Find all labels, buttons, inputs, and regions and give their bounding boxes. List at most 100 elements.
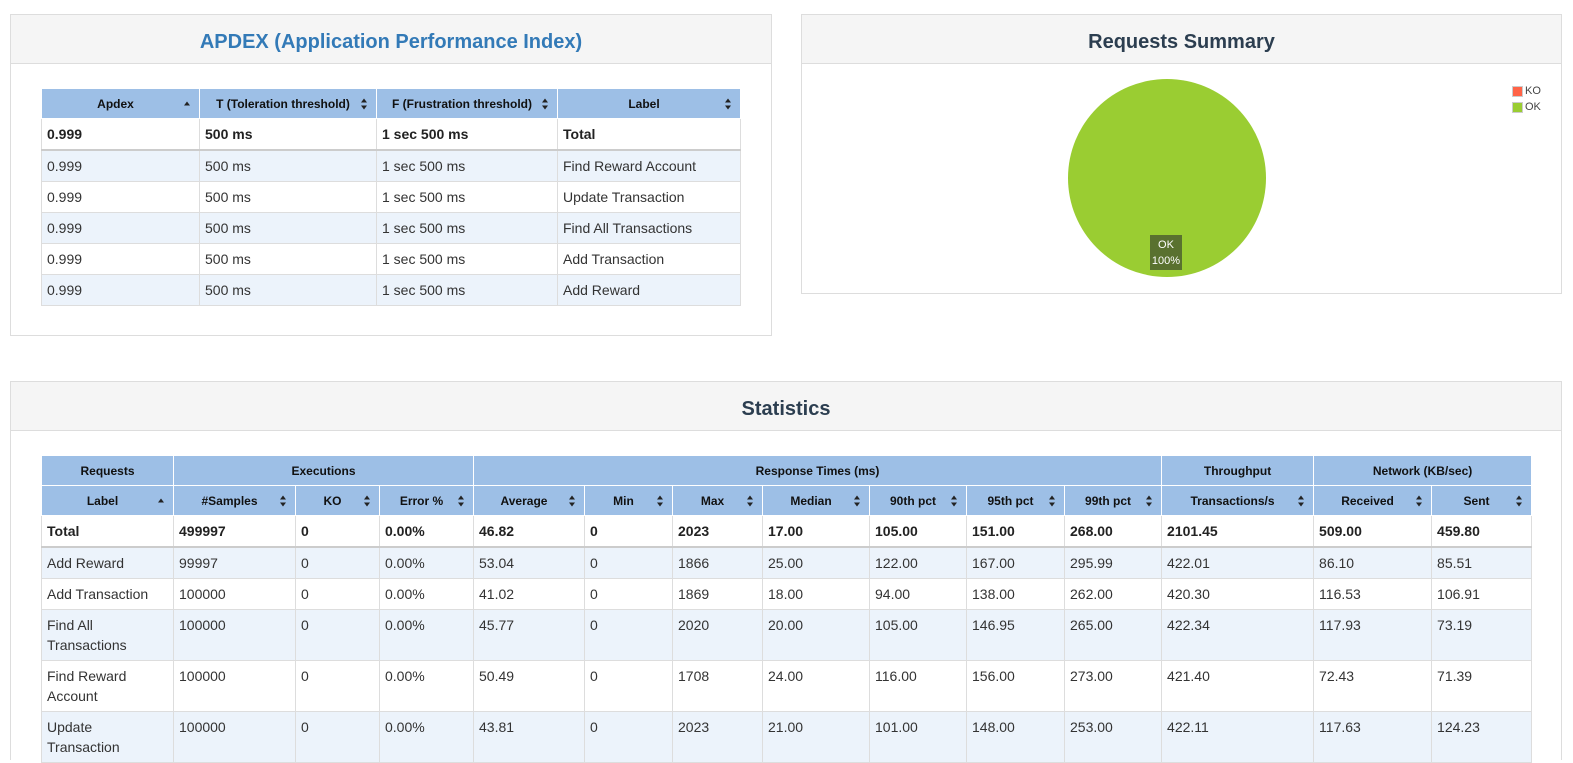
stats-col-header[interactable]: Label [41, 485, 174, 516]
stats-col-header[interactable]: Sent [1431, 485, 1533, 516]
table-cell: 2020 [672, 609, 763, 661]
stats-col-header[interactable]: Max [672, 485, 763, 516]
sort-icon [364, 495, 371, 506]
table-cell: 18.00 [762, 578, 870, 610]
stats-col-header[interactable]: Transactions/s [1161, 485, 1315, 516]
table-cell: 86.10 [1313, 546, 1433, 579]
table-cell: 0.00% [379, 546, 474, 579]
table-row: Find Reward Account 100000 0 0.00% 50.49 0 170… [41, 660, 1533, 712]
legend-item-ok[interactable]: OK [1512, 99, 1541, 115]
table-cell: 500 ms [199, 274, 377, 306]
stats-col-header-label: Min [613, 493, 634, 508]
table-cell: Add Reward [41, 546, 174, 579]
stats-col-header[interactable]: Min [584, 485, 673, 516]
stats-col-header[interactable]: Median [762, 485, 870, 516]
table-cell: 0.999 [41, 274, 200, 306]
stats-col-header-label: Transactions/s [1190, 493, 1275, 508]
table-cell: 117.93 [1313, 609, 1433, 661]
table-cell: 17.00 [762, 515, 870, 548]
table-row: 0.999 500 ms 1 sec 500 ms Find All Transact… [41, 212, 741, 244]
table-cell: 1 sec 500 ms [376, 118, 558, 151]
table-row: 0.999 500 ms 1 sec 500 ms Update Transactio… [41, 181, 741, 213]
stats-col-header[interactable]: KO [295, 485, 380, 516]
legend-item-ko[interactable]: KO [1512, 83, 1541, 99]
table-cell: 0 [295, 578, 380, 610]
stats-col-header[interactable]: Error % [379, 485, 474, 516]
table-cell: 100000 [173, 711, 296, 763]
table-cell: 116.00 [869, 660, 967, 712]
table-cell: 0 [584, 515, 673, 548]
sort-icon [361, 98, 368, 109]
table-cell: 43.81 [473, 711, 585, 763]
statistics-heading: Statistics [11, 382, 1561, 431]
table-cell: 50.49 [473, 660, 585, 712]
table-cell: 1866 [672, 546, 763, 579]
stats-col-header-label: Label [86, 493, 119, 508]
table-cell: 253.00 [1063, 711, 1163, 763]
apdex-col-label[interactable]: Label [557, 88, 741, 119]
table-cell: 0 [295, 546, 380, 579]
stats-col-header[interactable]: Received [1313, 485, 1433, 516]
apdex-col-apdex[interactable]: Apdex [41, 88, 200, 119]
requests-summary-heading: Requests Summary [802, 15, 1561, 64]
group-response-times: Response Times (ms) [472, 455, 1163, 486]
table-row: Update Transaction 100000 0 0.00% 43.81 0 2023… [41, 711, 1533, 763]
table-cell: 25.00 [762, 546, 870, 579]
table-cell: 148.00 [966, 711, 1065, 763]
table-row: Find All Transactions 100000 0 0.00% 45.77 0 2… [41, 609, 1533, 661]
table-cell: 0 [295, 515, 380, 548]
table-cell: 1 sec 500 ms [376, 149, 558, 182]
stats-col-header[interactable]: #Samples [173, 485, 296, 516]
pie-slice-ok[interactable] [1068, 79, 1266, 277]
legend-swatch-ko [1512, 85, 1523, 97]
statistics-header-row: Label #Samples KO Error % Average Min Max Media… [41, 485, 1533, 516]
table-cell: 268.00 [1063, 515, 1163, 548]
statistics-table-body: Total 499997 0 0.00% 46.82 0 2023 17.00 105.00 15… [41, 515, 1533, 763]
table-row: 0.999 500 ms 1 sec 500 ms Add Transaction [41, 243, 741, 275]
table-cell: 72.43 [1313, 660, 1433, 712]
sort-icon [951, 495, 958, 506]
table-cell: 0.999 [41, 118, 200, 151]
table-cell: Find All Transactions [41, 609, 174, 661]
table-cell: 105.00 [869, 609, 967, 661]
table-cell: 100000 [173, 578, 296, 610]
apdex-total-row: 0.999 500 ms 1 sec 500 ms Total [41, 118, 741, 151]
table-cell: 0 [584, 711, 673, 763]
table-cell: 0.00% [379, 711, 474, 763]
group-response-times-label: Response Times (ms) [755, 463, 880, 478]
table-cell: 1708 [672, 660, 763, 712]
apdex-col-toleration[interactable]: T (Toleration threshold) [199, 88, 377, 119]
stats-col-header[interactable]: Average [473, 485, 585, 516]
table-cell: 262.00 [1063, 578, 1163, 610]
apdex-col-frustration-label: F (Frustration threshold) [392, 96, 532, 111]
table-cell: 94.00 [869, 578, 967, 610]
stats-col-header[interactable]: 99th pct [1063, 485, 1163, 516]
table-cell: 20.00 [762, 609, 870, 661]
table-cell: Update Transaction [557, 181, 741, 213]
apdex-title[interactable]: APDEX (Application Performance Index) [199, 31, 583, 53]
table-cell: 46.82 [473, 515, 585, 548]
table-cell: 1869 [672, 578, 763, 610]
statistics-panel: Statistics Requests Executions Response … [10, 381, 1562, 763]
table-row: Add Transaction 100000 0 0.00% 41.02 0 1869 18.… [41, 578, 1533, 610]
statistics-total-row: Total 499997 0 0.00% 46.82 0 2023 17.00 105.00 15… [41, 515, 1533, 548]
table-cell: 509.00 [1313, 515, 1433, 548]
table-cell: Find Reward Account [41, 660, 174, 712]
table-cell: 71.39 [1431, 660, 1533, 712]
table-cell: 100000 [173, 609, 296, 661]
apdex-col-frustration[interactable]: F (Frustration threshold) [376, 88, 558, 119]
table-cell: 265.00 [1063, 609, 1163, 661]
table-cell: 422.11 [1161, 711, 1315, 763]
stats-col-header[interactable]: 95th pct [966, 485, 1065, 516]
apdex-table-body: 0.999 500 ms 1 sec 500 ms Total 0.999 500 ms 1… [41, 118, 741, 306]
sort-icon [725, 98, 732, 109]
legend-label-ko: KO [1525, 85, 1541, 97]
sort-icon [280, 495, 287, 506]
apdex-col-label-label: Label [628, 96, 660, 111]
pie-data-label-name: OK [1158, 239, 1175, 251]
table-cell: 106.91 [1431, 578, 1533, 610]
table-cell: 0 [295, 660, 380, 712]
stats-col-header[interactable]: 90th pct [869, 485, 967, 516]
table-cell: 1 sec 500 ms [376, 212, 558, 244]
table-cell: 500 ms [199, 243, 377, 275]
